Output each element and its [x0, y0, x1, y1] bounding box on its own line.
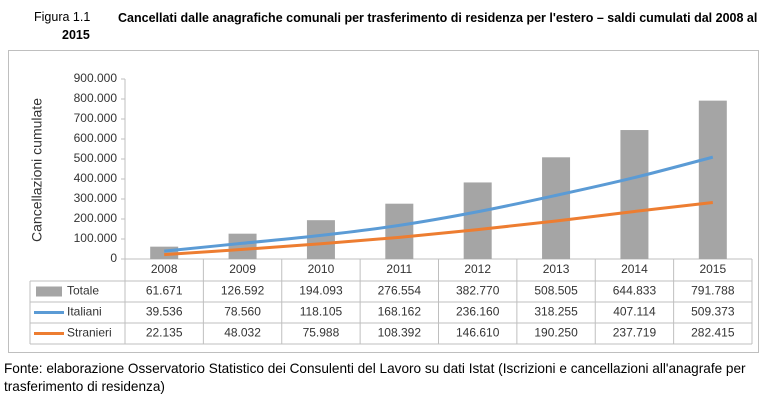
data-label: 190.250 [534, 326, 578, 340]
bar [463, 182, 492, 259]
bar [698, 100, 727, 260]
data-label: 508.505 [534, 284, 578, 298]
y-tick-label: 800.000 [74, 91, 118, 105]
x-tick-label: 2011 [386, 262, 412, 276]
data-label: 61.671 [146, 284, 183, 298]
source-note: Fonte: elaborazione Osservatorio Statist… [4, 361, 746, 394]
data-label: 236.160 [456, 305, 500, 319]
line [164, 155, 714, 253]
x-tick-label: 2008 [151, 262, 178, 276]
chart-title: Cancellati dalle anagrafiche comunali pe… [62, 11, 758, 42]
legend-label: Totale [67, 284, 99, 298]
legend-label: Stranieri [67, 326, 112, 340]
bar [620, 130, 649, 259]
bar [542, 157, 571, 259]
line [164, 201, 713, 257]
y-tick-label: 100.000 [74, 231, 118, 245]
data-label: 78.560 [224, 305, 261, 319]
figure-label: Figura 1.1 [34, 10, 91, 24]
data-label: 382.770 [456, 284, 500, 298]
y-tick-label: 0 [110, 251, 117, 265]
y-tick-label: 400.000 [74, 171, 118, 185]
data-label: 644.833 [613, 284, 657, 298]
x-tick-label: 2010 [308, 262, 335, 276]
data-label: 108.392 [378, 326, 422, 340]
x-tick-label: 2009 [229, 262, 256, 276]
bar [306, 220, 335, 259]
y-tick-label: 500.000 [74, 151, 118, 165]
y-tick-label: 700.000 [74, 111, 118, 125]
data-label: 22.135 [146, 326, 183, 340]
legend-label: Italiani [67, 305, 102, 319]
bar [228, 233, 257, 259]
data-label: 48.032 [224, 326, 261, 340]
data-label: 509.373 [691, 305, 735, 319]
bar [385, 203, 414, 259]
x-tick-label: 2013 [543, 262, 570, 276]
y-axis-label: Cancellazioni cumulate [29, 98, 45, 242]
data-label: 168.162 [378, 305, 422, 319]
x-tick-label: 2015 [699, 262, 726, 276]
chart: Cancellazioni cumulate 0 100.000 200.000 30… [8, 50, 759, 353]
data-label: 237.719 [613, 326, 657, 340]
data-label: 118.105 [300, 305, 343, 319]
y-tick-label: 900.000 [74, 71, 118, 85]
chart-frame [8, 50, 759, 353]
x-tick-label: 2014 [621, 262, 648, 276]
y-tick-label: 600.000 [74, 131, 118, 145]
data-label: 39.536 [146, 305, 183, 319]
x-tick-label: 2012 [464, 262, 491, 276]
y-tick-label: 300.000 [74, 191, 118, 205]
data-label: 75.988 [303, 326, 340, 340]
data-label: 276.554 [378, 284, 422, 298]
data-label: 194.093 [299, 284, 343, 298]
y-tick-label: 200.000 [74, 211, 118, 225]
data-label: 126.592 [221, 284, 265, 298]
data-label: 791.788 [691, 284, 735, 298]
data-label: 318.255 [534, 305, 578, 319]
data-label: 146.610 [456, 326, 500, 340]
legend-key [36, 286, 62, 297]
data-label: 407.114 [613, 305, 656, 319]
data-label: 282.415 [691, 326, 735, 340]
